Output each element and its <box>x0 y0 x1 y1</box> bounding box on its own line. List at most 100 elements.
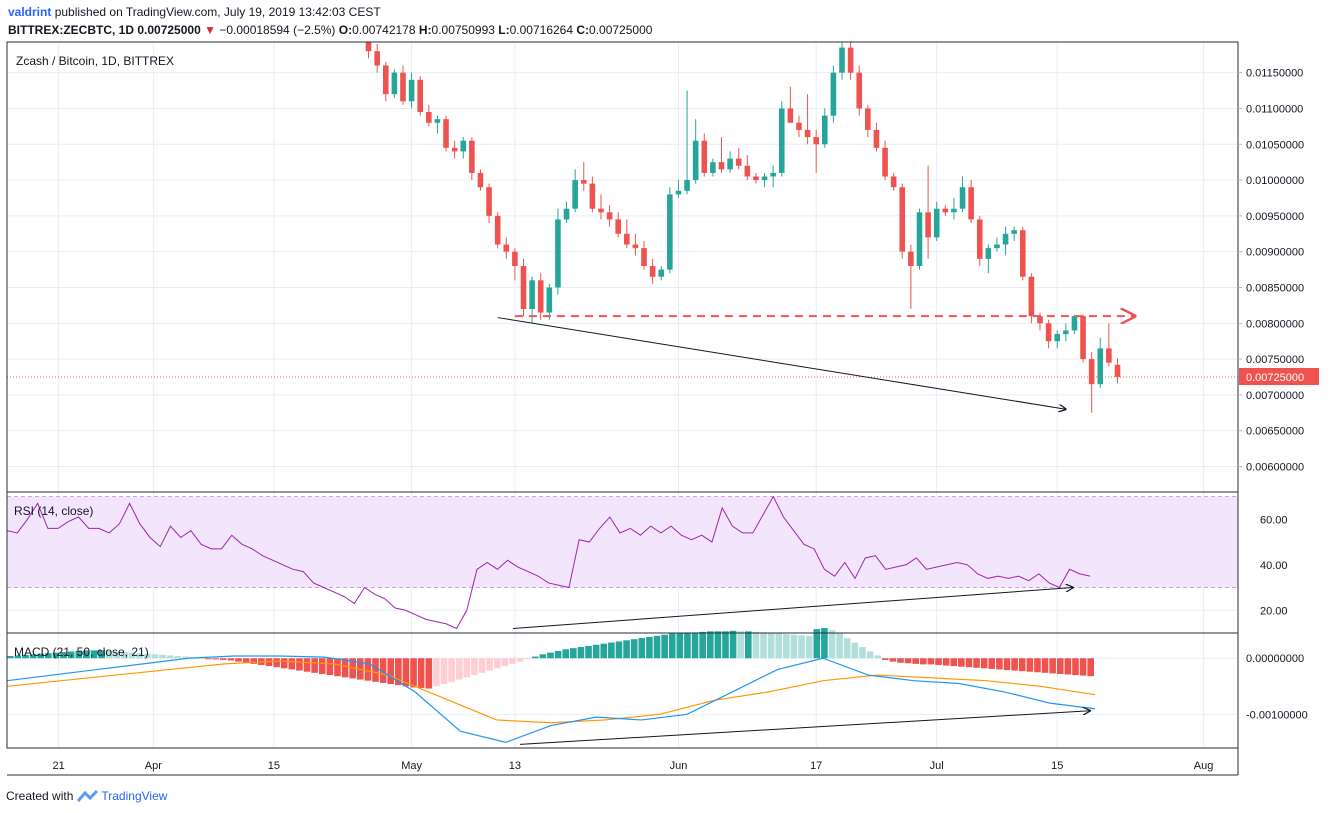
candle-body <box>1045 323 1052 342</box>
macd-trendline-arrow <box>519 711 1090 745</box>
macd-hist-bar <box>828 630 836 659</box>
rsi-trendline-arrow <box>512 588 1073 629</box>
candle-body <box>856 72 863 109</box>
candle <box>985 244 992 274</box>
author-name[interactable]: valdrint <box>8 5 52 19</box>
candle-body <box>968 187 974 220</box>
macd-tick-label: -0.00100000 <box>1246 709 1308 721</box>
low-value: 0.00716264 <box>509 23 574 37</box>
price-tick-label: 0.00950000 <box>1246 211 1304 223</box>
candle <box>1097 337 1104 388</box>
candle-body <box>804 129 811 138</box>
candle <box>856 65 863 116</box>
candle-body <box>942 208 949 213</box>
macd-hist-bar <box>121 652 128 659</box>
macd-hist-bar <box>204 658 212 660</box>
macd-hist-bar <box>151 654 159 659</box>
candle-body <box>529 280 535 309</box>
candle <box>753 172 759 184</box>
candle <box>1088 351 1095 413</box>
candle <box>1106 323 1112 367</box>
macd-hist-bar <box>387 658 395 685</box>
price-tick-label: 0.00700000 <box>1246 390 1304 402</box>
candle <box>1011 226 1017 241</box>
macd-hist-bar <box>227 658 235 661</box>
candle-body <box>1037 316 1043 324</box>
macd-hist-bar <box>280 658 288 669</box>
macd-hist-bar <box>311 658 318 673</box>
macd-hist-bar <box>554 650 562 659</box>
macd-hist-bar <box>433 658 440 687</box>
rsi-pane-title: RSI (14, close) <box>14 504 93 518</box>
macd-hist-bar <box>889 658 897 662</box>
candle <box>451 140 458 159</box>
candle <box>374 44 380 73</box>
macd-hist-bar <box>288 658 296 670</box>
tradingview-logo-icon <box>77 789 99 802</box>
candle-body <box>882 147 888 177</box>
rsi-band-fill <box>7 496 1238 588</box>
price-tick-label: 0.00850000 <box>1246 282 1304 294</box>
candle-body <box>589 183 596 209</box>
price-tick-label: 0.00750000 <box>1246 354 1304 366</box>
x-tick-label: May <box>401 760 422 772</box>
high-value: 0.00750993 <box>431 23 495 37</box>
candle-body <box>796 122 802 130</box>
candle-body <box>374 51 380 66</box>
candle-body <box>821 115 828 145</box>
macd-hist-bar <box>1018 658 1026 672</box>
macd-hist-bar <box>52 652 60 659</box>
candle <box>787 86 794 123</box>
candle-body <box>994 244 1000 249</box>
macd-hist-bar <box>562 649 570 659</box>
candle-body <box>400 72 406 102</box>
candle <box>1045 319 1052 349</box>
rsi-band <box>7 496 1238 589</box>
x-tick-label: 21 <box>53 760 65 772</box>
candle-body <box>873 129 880 148</box>
candle-body <box>770 172 776 177</box>
close-label: C: <box>576 23 590 37</box>
macd-hist-bar <box>1041 658 1049 673</box>
macd-hist-bar <box>653 635 661 659</box>
change-value: −0.00018594 (−2.5%) <box>219 23 336 37</box>
candle-body <box>701 140 708 173</box>
macd-hist-bar <box>752 631 760 659</box>
macd-hist-bar <box>805 635 813 659</box>
rsi-line <box>6 495 1091 630</box>
x-tick-label: Jun <box>670 760 688 772</box>
macd-hist-bar <box>67 651 75 659</box>
macd-hist-bar <box>608 642 615 659</box>
candle-body <box>1088 359 1095 385</box>
price-tick-label: 0.00900000 <box>1246 247 1304 259</box>
macd-hist-bar <box>478 658 486 673</box>
price-trendline-arrow <box>497 317 1066 410</box>
candle-body <box>692 140 699 181</box>
macd-hist-bar <box>83 650 90 659</box>
x-tick-label: 13 <box>509 760 521 772</box>
macd-line <box>6 655 1096 744</box>
macd-hist-bar <box>927 658 935 665</box>
candle <box>1071 314 1078 335</box>
tradingview-brand[interactable]: TradingView <box>101 789 168 803</box>
macd-hist-bar <box>623 640 630 659</box>
macd-hist-bar <box>706 631 714 659</box>
price-tick-label: 0.01150000 <box>1246 68 1303 80</box>
macd-hist-bar <box>691 632 699 659</box>
candle <box>477 169 484 191</box>
macd-hist-bar <box>486 658 493 671</box>
publish-info: valdrint published on TradingView.com, J… <box>8 5 381 19</box>
macd-hist-bar <box>341 658 349 678</box>
macd-hist-bar <box>250 658 258 664</box>
macd-hist-bar <box>455 658 463 680</box>
candle <box>615 212 621 238</box>
candle <box>512 248 518 281</box>
candle-body <box>951 208 957 213</box>
candle-body <box>1114 364 1121 377</box>
macd-hist-bar <box>531 656 539 659</box>
macd-hist-bar <box>920 658 927 665</box>
candle <box>382 61 389 102</box>
candle <box>839 42 845 80</box>
candles <box>365 42 1121 413</box>
